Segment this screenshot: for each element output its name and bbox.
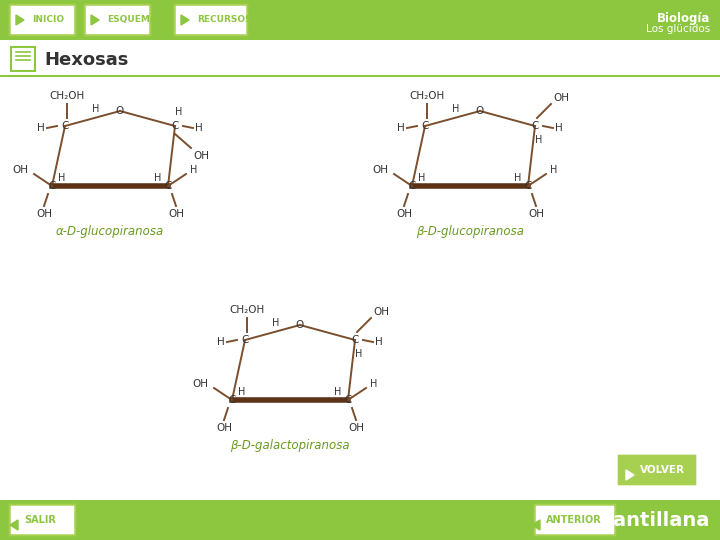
Text: β-D-galactopiranosa: β-D-galactopiranosa xyxy=(230,438,350,451)
Text: β-D-glucopiranosa: β-D-glucopiranosa xyxy=(416,225,524,238)
Text: H: H xyxy=(217,337,225,347)
Text: H: H xyxy=(535,135,543,145)
Polygon shape xyxy=(16,15,24,25)
Text: C: C xyxy=(524,181,531,191)
Text: C: C xyxy=(171,121,179,131)
Text: H: H xyxy=(418,173,426,183)
Text: OH: OH xyxy=(372,165,388,175)
FancyBboxPatch shape xyxy=(618,455,696,485)
Polygon shape xyxy=(532,520,540,530)
Text: H: H xyxy=(550,165,557,175)
Text: H: H xyxy=(271,318,279,327)
Text: Biología: Biología xyxy=(657,12,710,25)
Text: C: C xyxy=(164,181,171,191)
FancyBboxPatch shape xyxy=(0,500,720,540)
FancyBboxPatch shape xyxy=(11,47,35,71)
Text: H: H xyxy=(175,107,183,117)
Text: OH: OH xyxy=(36,209,52,219)
FancyBboxPatch shape xyxy=(85,5,150,35)
Text: C: C xyxy=(344,395,351,405)
Text: OH: OH xyxy=(12,165,28,175)
Text: OH: OH xyxy=(396,209,412,219)
Text: α-D-glucopiranosa: α-D-glucopiranosa xyxy=(56,225,164,238)
Text: C: C xyxy=(421,121,428,131)
Text: SALIR: SALIR xyxy=(24,515,56,525)
Text: OH: OH xyxy=(528,209,544,219)
Text: ANTERIOR: ANTERIOR xyxy=(546,515,602,525)
Text: Santillana: Santillana xyxy=(600,510,710,530)
Text: O: O xyxy=(116,106,124,116)
Polygon shape xyxy=(91,15,99,25)
Text: C: C xyxy=(531,121,539,131)
Text: C: C xyxy=(408,181,415,191)
FancyBboxPatch shape xyxy=(0,0,720,40)
Text: O: O xyxy=(296,320,304,330)
Text: H: H xyxy=(397,123,405,133)
Text: H: H xyxy=(355,349,363,359)
Text: RECURSOS: RECURSOS xyxy=(197,16,251,24)
Text: O: O xyxy=(476,106,484,116)
Text: OH: OH xyxy=(168,209,184,219)
Text: H: H xyxy=(555,123,563,133)
Polygon shape xyxy=(10,520,18,530)
Text: CH₂OH: CH₂OH xyxy=(410,91,445,101)
Text: C: C xyxy=(228,395,235,405)
Text: H: H xyxy=(190,165,197,175)
Text: OH: OH xyxy=(373,307,389,317)
Text: ESQUEMA: ESQUEMA xyxy=(107,16,157,24)
FancyBboxPatch shape xyxy=(9,5,76,35)
Text: INICIO: INICIO xyxy=(32,16,64,24)
Text: OH: OH xyxy=(348,423,364,433)
Text: H: H xyxy=(58,173,66,183)
Text: CH₂OH: CH₂OH xyxy=(230,305,265,315)
Text: H: H xyxy=(91,104,99,113)
Text: Hexosas: Hexosas xyxy=(44,51,128,69)
Polygon shape xyxy=(181,15,189,25)
FancyBboxPatch shape xyxy=(175,5,247,35)
Text: H: H xyxy=(238,387,246,397)
Text: H: H xyxy=(451,104,459,113)
Text: VOLVER: VOLVER xyxy=(640,465,685,475)
Text: CH₂OH: CH₂OH xyxy=(50,91,85,101)
FancyBboxPatch shape xyxy=(9,505,76,535)
Text: C: C xyxy=(351,335,359,345)
FancyBboxPatch shape xyxy=(535,505,616,535)
Text: H: H xyxy=(37,123,45,133)
Text: C: C xyxy=(48,181,55,191)
Text: OH: OH xyxy=(193,151,209,161)
Text: C: C xyxy=(61,121,68,131)
Text: Los glücidos: Los glücidos xyxy=(646,24,710,34)
Text: OH: OH xyxy=(216,423,232,433)
Polygon shape xyxy=(626,470,634,480)
Text: H: H xyxy=(195,123,203,133)
Text: H: H xyxy=(370,379,377,389)
Text: H: H xyxy=(154,173,162,183)
Text: OH: OH xyxy=(553,93,569,103)
Text: C: C xyxy=(241,335,248,345)
Text: OH: OH xyxy=(192,379,208,389)
Text: H: H xyxy=(514,173,522,183)
Text: H: H xyxy=(375,337,383,347)
Text: H: H xyxy=(334,387,342,397)
